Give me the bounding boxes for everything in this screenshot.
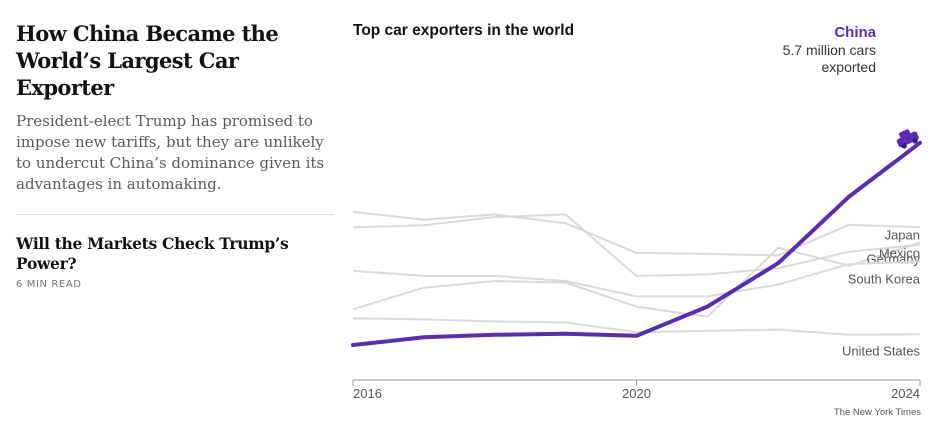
x-tick-label-2024: 2024 (891, 386, 920, 401)
x-tick-label-2020: 2020 (622, 386, 651, 401)
article-headline[interactable]: How China Became the World’s Largest Car… (16, 21, 279, 100)
article-summary: President-elect Trump has promised to im… (16, 112, 325, 193)
china-annotation-line1: 5.7 million cars (783, 42, 876, 58)
divider (16, 214, 334, 215)
article-column: How China Became the World’s Largest Car… (16, 20, 334, 290)
series-label-mexico: Mexico (879, 246, 920, 261)
related-story-headline[interactable]: Will the Markets Check Trump’s Power? (16, 234, 289, 273)
series-label-south-korea: South Korea (848, 272, 921, 287)
credit-label: The New York Times (833, 407, 921, 418)
series-label-japan: Japan (885, 227, 920, 242)
car-icon (896, 129, 919, 149)
series-line-mexico (352, 241, 921, 318)
series-line-china (351, 140, 922, 347)
series-line-japan (352, 210, 921, 257)
chart-title: Top car exporters in the world (353, 22, 575, 39)
series-label-germany: Germany (867, 252, 921, 267)
series-line-germany (352, 213, 921, 277)
x-tick-label-2016: 2016 (353, 386, 382, 401)
series-line-united-states (352, 317, 921, 336)
china-label: China (834, 24, 876, 41)
series-line-south-korea (352, 260, 921, 298)
series-label-united-states: United States (842, 343, 921, 358)
read-time-label: 6 MIN READ (16, 279, 82, 290)
china-annotation-line2: exported (822, 59, 876, 75)
